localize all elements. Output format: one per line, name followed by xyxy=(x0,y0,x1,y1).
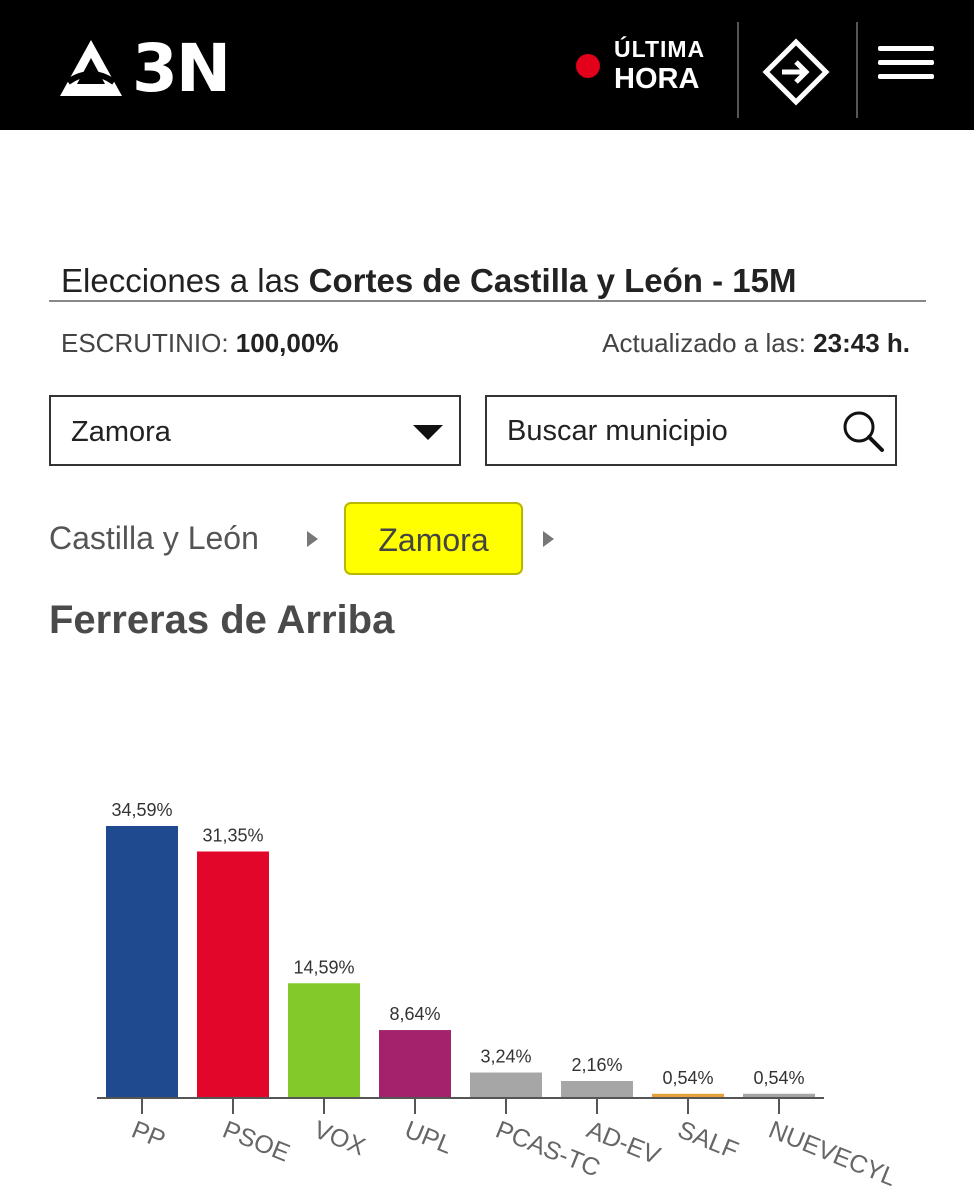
province-select-value: Zamora xyxy=(71,416,171,448)
bar-upl[interactable] xyxy=(379,1030,451,1098)
search-icon[interactable] xyxy=(841,409,885,453)
updated-label: Actualizado a las: xyxy=(602,328,814,358)
chevron-right-icon xyxy=(543,531,554,547)
chevron-right-icon xyxy=(307,531,318,547)
antena3-triangle-icon xyxy=(58,38,124,100)
bar-ad-ev[interactable] xyxy=(561,1081,633,1098)
bar-pcas-tc[interactable] xyxy=(470,1072,542,1098)
scrutiny-status: ESCRUTINIO: 100,00% xyxy=(61,328,338,359)
bar-salf[interactable] xyxy=(652,1093,724,1098)
election-title-prefix: Elecciones a las xyxy=(61,262,309,299)
search-input[interactable] xyxy=(507,411,827,451)
scrutiny-label: ESCRUTINIO: xyxy=(61,328,236,358)
hamburger-icon-line xyxy=(878,46,934,51)
hamburger-icon-line xyxy=(878,60,934,65)
updated-value: 23:43 h. xyxy=(813,328,910,358)
breaking-news-link[interactable]: ÚLTIMA HORA xyxy=(576,38,705,94)
title-divider xyxy=(49,300,926,302)
data-label: 14,59% xyxy=(293,957,354,977)
bar-pp[interactable] xyxy=(106,826,178,1098)
category-label: NUEVECYL xyxy=(765,1116,901,1190)
municipality-title: Ferreras de Arriba xyxy=(49,598,395,642)
data-label: 3,24% xyxy=(480,1047,531,1067)
bar-nuevecyl[interactable] xyxy=(743,1093,815,1098)
breadcrumb-region[interactable]: Castilla y León xyxy=(49,520,259,556)
data-label: 8,64% xyxy=(389,1004,440,1024)
data-label: 0,54% xyxy=(753,1068,804,1088)
data-label: 34,59% xyxy=(111,800,172,820)
category-label: VOX xyxy=(310,1116,370,1162)
bar-psoe[interactable] xyxy=(197,851,269,1098)
play-diamond-icon xyxy=(762,38,830,106)
breadcrumb-province-label: Zamora xyxy=(378,522,489,558)
breaking-news-label: ÚLTIMA HORA xyxy=(614,38,705,94)
category-label: PSOE xyxy=(219,1116,294,1168)
election-title: Elecciones a las Cortes de Castilla y Le… xyxy=(61,262,796,300)
logo-text: 3N xyxy=(132,30,231,107)
data-label: 2,16% xyxy=(571,1055,622,1075)
results-bar-chart: 34,59% PP 31,35% PSOE 14,59% VOX 8,64% UPL 3,24%… xyxy=(97,800,901,1190)
category-label: UPL xyxy=(401,1116,457,1160)
bar-vox[interactable] xyxy=(288,983,360,1098)
scrutiny-value: 100,00% xyxy=(235,328,339,358)
header-divider xyxy=(737,22,739,118)
live-dot-icon xyxy=(576,54,600,78)
category-label: PP xyxy=(128,1116,169,1154)
breadcrumb-province[interactable]: Zamora xyxy=(344,502,523,575)
category-label: PCAS-TC xyxy=(492,1116,604,1183)
live-tv-button[interactable] xyxy=(760,36,832,108)
menu-button[interactable] xyxy=(878,46,934,88)
election-title-strong: Cortes de Castilla y León - 15M xyxy=(308,262,797,299)
hamburger-icon-line xyxy=(878,74,934,79)
data-label: 31,35% xyxy=(202,825,263,845)
top-bar: 3N ÚLTIMA HORA xyxy=(0,0,974,130)
chevron-down-icon xyxy=(413,425,443,440)
breaking-news-line2: HORA xyxy=(614,63,700,95)
category-label: SALF xyxy=(674,1116,742,1165)
data-label: 0,54% xyxy=(662,1068,713,1088)
breaking-news-line1: ÚLTIMA xyxy=(614,36,706,62)
brand-logo[interactable]: 3N xyxy=(58,30,231,107)
province-select[interactable]: Zamora xyxy=(49,395,461,466)
header-divider xyxy=(856,22,858,118)
updated-time: Actualizado a las: 23:43 h. xyxy=(602,328,910,359)
municipality-search xyxy=(485,395,897,466)
